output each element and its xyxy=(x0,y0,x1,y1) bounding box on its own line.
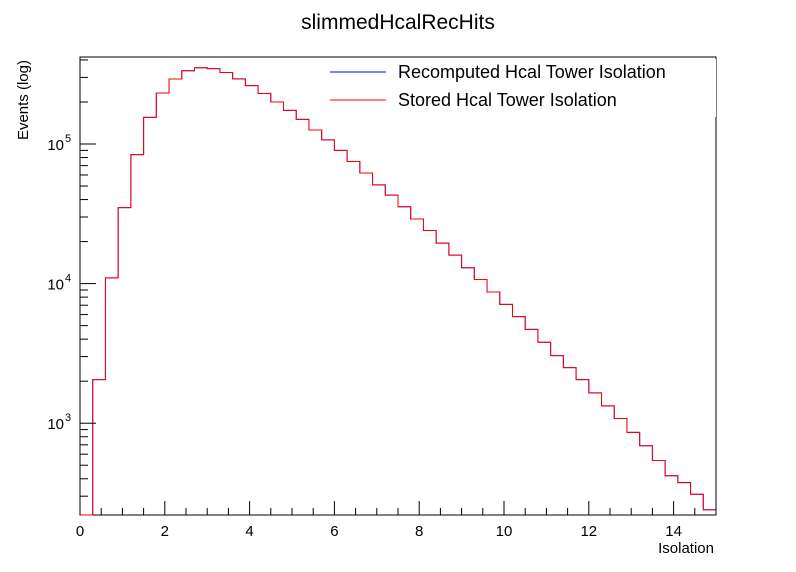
legend-label-stored: Stored Hcal Tower Isolation xyxy=(398,90,617,110)
series-recomputed xyxy=(80,67,716,516)
histogram-outline xyxy=(80,67,716,516)
legend-label-recomputed: Recomputed Hcal Tower Isolation xyxy=(398,62,666,82)
plot-frame xyxy=(79,56,717,516)
x-tick-label: 12 xyxy=(580,523,597,540)
legend: Recomputed Hcal Tower Isolation Stored H… xyxy=(320,59,716,117)
series-stored xyxy=(80,67,716,516)
y-tick-exponent: 4 xyxy=(65,273,71,285)
y-tick-base: 10 xyxy=(47,277,64,294)
y-tick-exponent: 5 xyxy=(65,133,71,145)
histogram-outline xyxy=(80,67,716,516)
x-tick-label: 10 xyxy=(496,523,513,540)
x-tick-label: 0 xyxy=(76,523,84,540)
chart-title: slimmedHcalRecHits xyxy=(301,11,495,34)
x-tick-label: 14 xyxy=(665,523,682,540)
y-tick-label: 10 5 xyxy=(47,133,71,154)
y-tick-label: 10 3 xyxy=(47,412,71,433)
series-layer xyxy=(80,67,716,516)
y-tick-label: 10 4 xyxy=(47,273,71,294)
x-axis-label: Isolation xyxy=(658,540,714,557)
x-tick-label: 6 xyxy=(330,523,338,540)
x-axis: 0 2 4 6 8 10 12 14 xyxy=(76,501,717,540)
y-tick-base: 10 xyxy=(47,416,64,433)
y-tick-exponent: 3 xyxy=(65,412,71,424)
x-tick-label: 4 xyxy=(245,523,253,540)
x-tick-label: 2 xyxy=(161,523,169,540)
legend-box xyxy=(320,59,716,117)
y-tick-base: 10 xyxy=(47,137,64,154)
x-tick-label: 8 xyxy=(415,523,423,540)
y-axis-label: Events (log) xyxy=(15,60,32,140)
